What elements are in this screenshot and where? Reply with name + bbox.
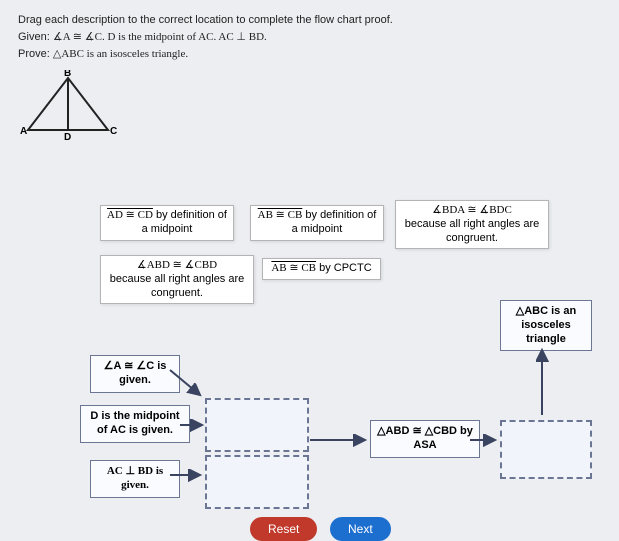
flowchart-arrows — [0, 0, 619, 541]
reset-button[interactable]: Reset — [250, 517, 317, 541]
next-button[interactable]: Next — [330, 517, 391, 541]
